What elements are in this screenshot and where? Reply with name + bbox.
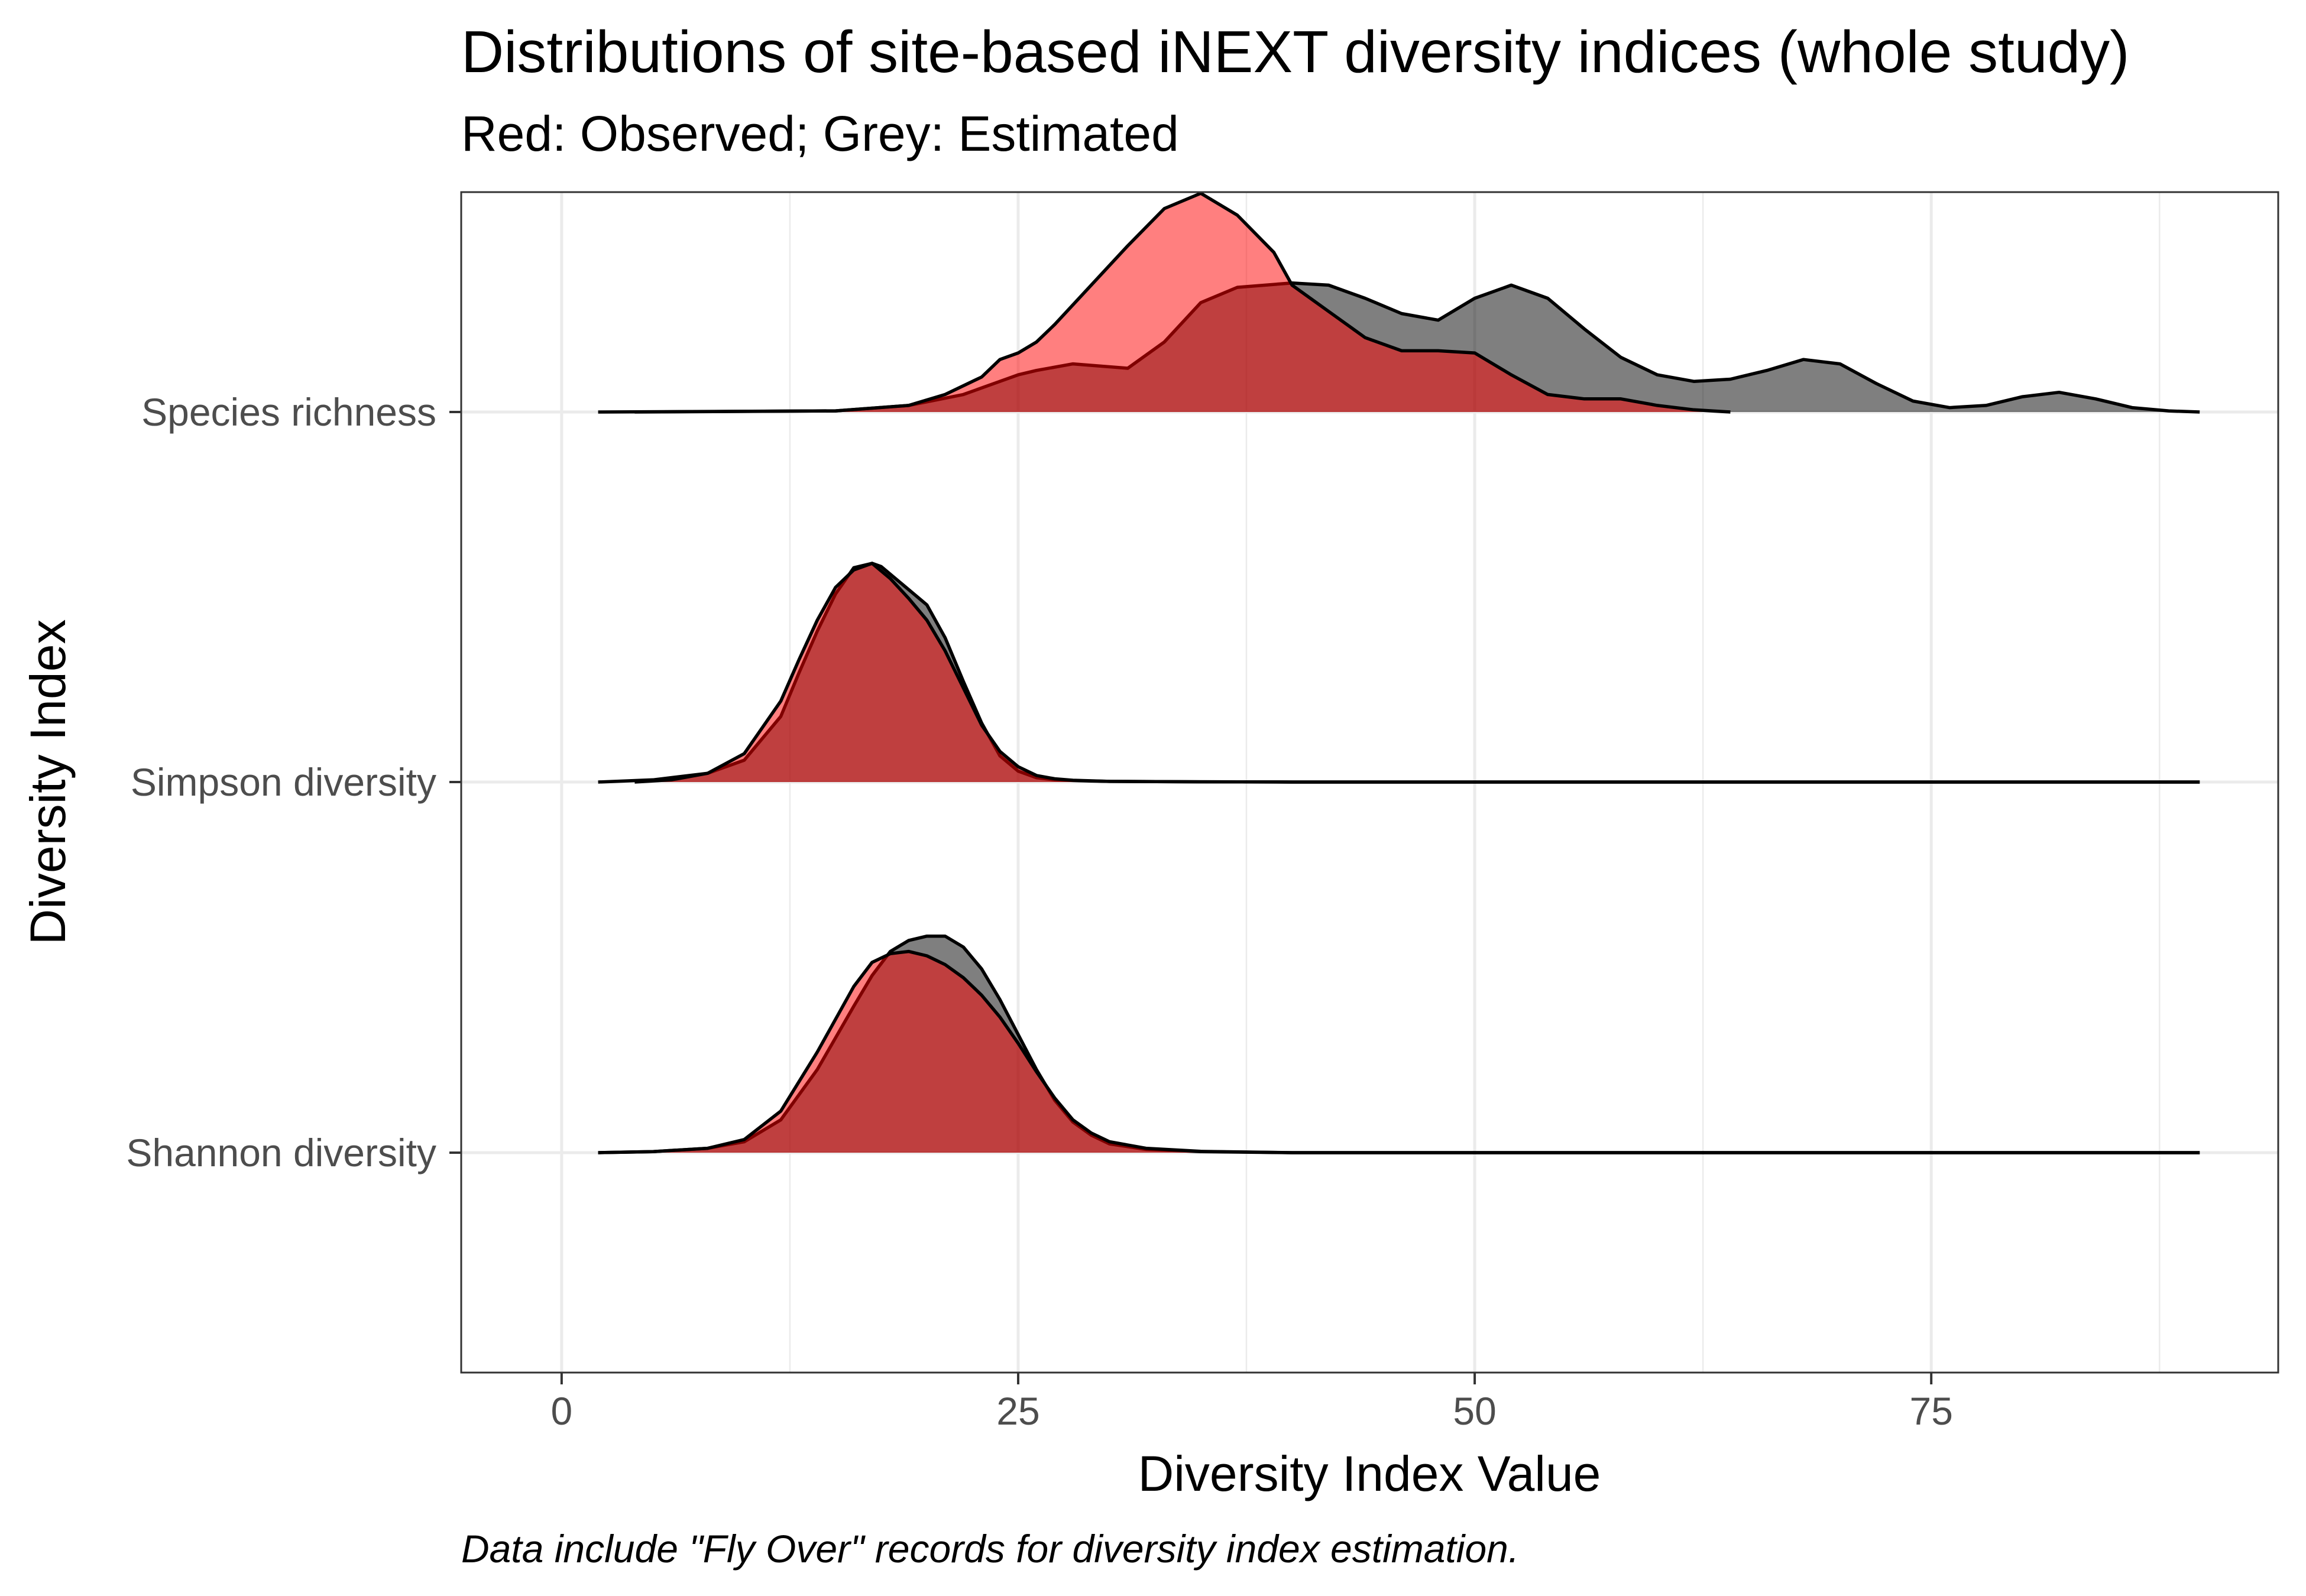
observed-density-area (598, 951, 2200, 1153)
x-tick-label: 0 (551, 1389, 573, 1433)
x-tick-label: 75 (1909, 1389, 1952, 1433)
ridge-shannon-diversity (598, 934, 2200, 1154)
x-tick-label: 25 (996, 1389, 1039, 1433)
observed-density-area (634, 193, 1731, 412)
y-tick-label: Simpson diversity (131, 760, 436, 804)
ridge-layer (598, 192, 2200, 1154)
chart-title: Distributions of site-based iNEXT divers… (461, 19, 2129, 85)
x-tick-label: 50 (1453, 1389, 1496, 1433)
y-tick-label: Shannon diversity (126, 1131, 436, 1175)
observed-density-line (598, 949, 2200, 1154)
observed-density-line (634, 192, 1731, 414)
y-axis: Species richness Simpson diversity Shannon… (126, 390, 461, 1175)
x-axis-title: Diversity Index Value (1138, 1446, 1601, 1501)
y-tick-label: Species richness (141, 390, 436, 434)
estimated-density-area (598, 283, 2200, 412)
chart-subtitle: Red: Observed; Grey: Estimated (461, 106, 1179, 161)
ridge-simpson-diversity (598, 562, 2200, 784)
y-axis-title: Diversity Index (20, 619, 76, 945)
observed-density-line (634, 562, 2200, 784)
chart-caption: Data include "Fly Over" records for dive… (461, 1527, 1519, 1571)
ridge-species-richness (598, 192, 2200, 414)
x-axis: 0 25 50 75 (551, 1373, 1953, 1433)
observed-density-area (634, 563, 2200, 782)
